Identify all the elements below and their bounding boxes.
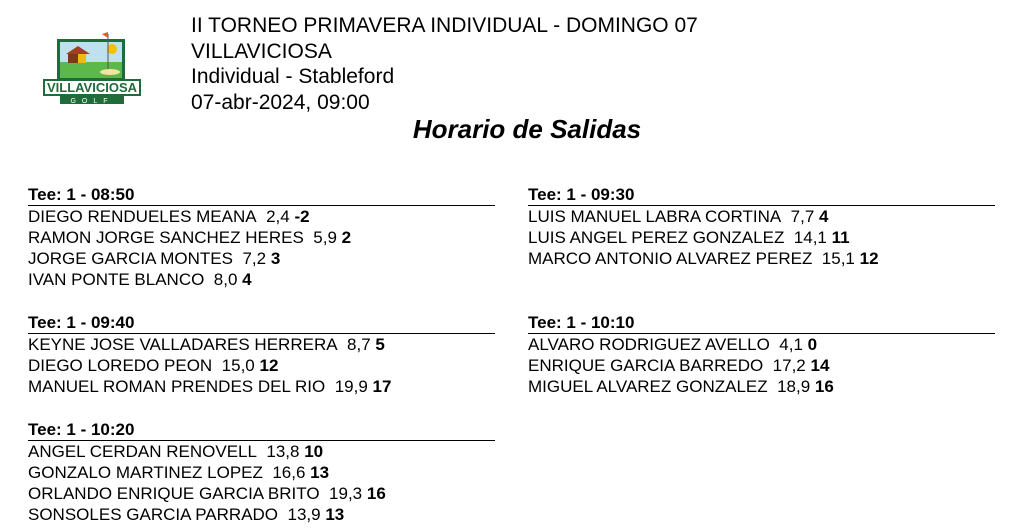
player-name: DIEGO LOREDO PEON xyxy=(28,356,213,375)
playing-handicap: 16 xyxy=(814,377,834,396)
player-row: ENRIQUE GARCIA BARREDO 17,2 14 xyxy=(528,355,995,376)
playing-handicap: 3 xyxy=(270,249,281,268)
tee-group: Tee: 1 - 08:50 DIEGO RENDUELES MEANA 2,4 … xyxy=(28,185,495,290)
player-name: MARCO ANTONIO ALVAREZ PEREZ xyxy=(528,249,813,268)
tee-time-header: Tee: 1 - 09:30 xyxy=(528,185,995,206)
playing-handicap: 17 xyxy=(372,377,392,396)
player-name: ALVARO RODRIGUEZ AVELLO xyxy=(528,335,770,354)
player-row: ORLANDO ENRIQUE GARCIA BRITO 19,3 16 xyxy=(28,483,495,504)
player-row: SONSOLES GARCIA PARRADO 13,9 13 xyxy=(28,504,495,525)
player-row: RAMON JORGE SANCHEZ HERES 5,9 2 xyxy=(28,227,495,248)
tee-group: Tee: 1 - 09:30 LUIS MANUEL LABRA CORTINA … xyxy=(528,185,995,269)
handicap-index: 7,2 xyxy=(242,249,267,268)
player-name: ENRIQUE GARCIA BARREDO xyxy=(528,356,764,375)
playing-handicap: 12 xyxy=(859,249,879,268)
competition-datetime: 07-abr-2024, 09:00 xyxy=(191,90,370,114)
player-name: SONSOLES GARCIA PARRADO xyxy=(28,505,279,524)
tournament-name: II TORNEO PRIMAVERA INDIVIDUAL - DOMINGO… xyxy=(191,14,698,37)
player-row: DIEGO RENDUELES MEANA 2,4 -2 xyxy=(28,206,495,227)
player-name: RAMON JORGE SANCHEZ HERES xyxy=(28,228,304,247)
player-name: ORLANDO ENRIQUE GARCIA BRITO xyxy=(28,484,320,503)
player-name: MIGUEL ALVAREZ GONZALEZ xyxy=(528,377,768,396)
playing-handicap: 12 xyxy=(259,356,279,375)
playing-handicap: 2 xyxy=(341,228,352,247)
playing-handicap: 4 xyxy=(819,207,829,226)
svg-text:GOLF: GOLF xyxy=(70,98,113,105)
player-name: MANUEL ROMAN PRENDES DEL RIO xyxy=(28,377,326,396)
club-name: VILLAVICIOSA xyxy=(191,39,332,63)
handicap-index: 5,9 xyxy=(313,228,337,247)
handicap-index: 19,3 xyxy=(329,484,363,503)
player-name: ANGEL CERDAN RENOVELL xyxy=(28,442,257,461)
player-row: JORGE GARCIA MONTES 7,2 3 xyxy=(28,248,495,269)
player-name: DIEGO RENDUELES MEANA xyxy=(28,207,257,226)
page-title: Horario de Salidas xyxy=(412,114,642,144)
handicap-index: 8,7 xyxy=(347,335,371,354)
playing-handicap: 16 xyxy=(366,484,386,503)
player-name: GONZALO MARTINEZ LOPEZ xyxy=(28,463,263,482)
player-row: MANUEL ROMAN PRENDES DEL RIO 19,9 17 xyxy=(28,376,495,397)
player-row: KEYNE JOSE VALLADARES HERRERA 8,7 5 xyxy=(28,334,495,355)
tee-time-header: Tee: 1 - 10:20 xyxy=(28,420,495,441)
player-name: LUIS MANUEL LABRA CORTINA xyxy=(528,207,782,226)
handicap-index: 4,1 xyxy=(779,335,803,354)
player-name: KEYNE JOSE VALLADARES HERRERA xyxy=(28,335,338,354)
playing-handicap: 13 xyxy=(325,505,345,524)
tournament-header: II TORNEO PRIMAVERA INDIVIDUAL - DOMINGO… xyxy=(191,13,698,115)
player-row: DIEGO LOREDO PEON 15,0 12 xyxy=(28,355,495,376)
playing-handicap: 4 xyxy=(242,270,252,289)
handicap-index: 17,2 xyxy=(772,356,806,375)
handicap-index: 16,6 xyxy=(272,463,306,482)
playing-handicap: 11 xyxy=(831,228,850,247)
handicap-index: 13,9 xyxy=(287,505,321,524)
player-row: ANGEL CERDAN RENOVELL 13,8 10 xyxy=(28,441,495,462)
playing-handicap: 14 xyxy=(810,356,830,375)
player-name: LUIS ANGEL PEREZ GONZALEZ xyxy=(528,228,785,247)
handicap-index: 7,7 xyxy=(790,207,815,226)
tee-time-header: Tee: 1 - 08:50 xyxy=(28,185,495,206)
playing-handicap: 0 xyxy=(807,335,818,354)
handicap-index: 13,8 xyxy=(266,442,300,461)
handicap-index: 14,1 xyxy=(793,228,827,247)
player-row: MARCO ANTONIO ALVAREZ PEREZ 15,1 12 xyxy=(528,248,995,269)
playing-handicap: 5 xyxy=(375,335,385,354)
villaviciosa-golf-logo: VILLAVICIOSA GOLF xyxy=(43,32,141,105)
handicap-index: 2,4 xyxy=(266,207,290,226)
playing-handicap: 10 xyxy=(304,442,324,461)
player-name: JORGE GARCIA MONTES xyxy=(28,249,233,268)
player-name: IVAN PONTE BLANCO xyxy=(28,270,205,289)
player-row: MIGUEL ALVAREZ GONZALEZ 18,9 16 xyxy=(528,376,995,397)
tee-group: Tee: 1 - 09:40 KEYNE JOSE VALLADARES HERR… xyxy=(28,313,495,397)
playing-handicap: 13 xyxy=(310,463,330,482)
svg-text:VILLAVICIOSA: VILLAVICIOSA xyxy=(47,80,138,95)
player-row: LUIS ANGEL PEREZ GONZALEZ 14,1 11 xyxy=(528,227,995,248)
handicap-index: 15,1 xyxy=(821,249,855,268)
player-row: ALVARO RODRIGUEZ AVELLO 4,1 0 xyxy=(528,334,995,355)
handicap-index: 18,9 xyxy=(777,377,811,396)
tee-group: Tee: 1 - 10:10 ALVARO RODRIGUEZ AVELLO 4,… xyxy=(528,313,995,397)
player-row: GONZALO MARTINEZ LOPEZ 16,6 13 xyxy=(28,462,495,483)
handicap-index: 8,0 xyxy=(213,270,238,289)
handicap-index: 15,0 xyxy=(221,356,255,375)
tee-time-header: Tee: 1 - 10:10 xyxy=(528,313,995,334)
playing-handicap: -2 xyxy=(294,207,310,226)
competition-format: Individual - Stableford xyxy=(191,65,395,88)
tee-time-header: Tee: 1 - 09:40 xyxy=(28,313,495,334)
handicap-index: 19,9 xyxy=(334,377,368,396)
player-row: IVAN PONTE BLANCO 8,0 4 xyxy=(28,269,495,290)
player-row: LUIS MANUEL LABRA CORTINA 7,7 4 xyxy=(528,206,995,227)
tee-group: Tee: 1 - 10:20 ANGEL CERDAN RENOVELL 13,8… xyxy=(28,420,495,525)
